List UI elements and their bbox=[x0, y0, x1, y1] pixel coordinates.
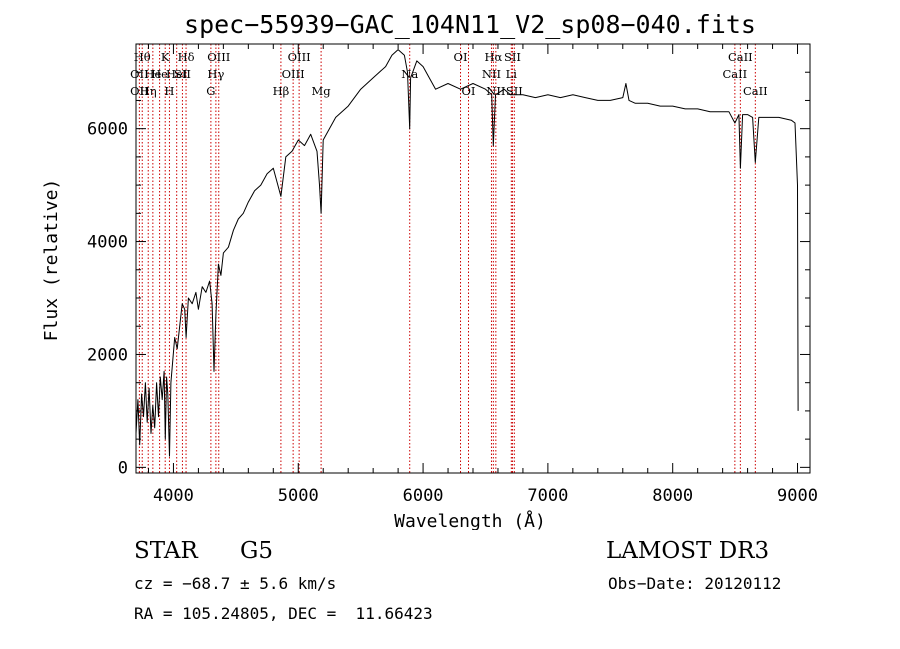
spectrum-line bbox=[135, 49, 799, 457]
line-label: CaII bbox=[728, 50, 753, 64]
series-layer bbox=[135, 49, 799, 457]
survey-name: LAMOST DR3 bbox=[606, 538, 770, 564]
sky-coordinates: RA = 105.24805, DEC = 11.66423 bbox=[134, 604, 433, 623]
line-label: OI bbox=[454, 50, 468, 64]
spectrum-chart: spec−55939−GAC_104N11_V2_sp08−040.fits O… bbox=[41, 10, 818, 530]
line-label: OIII bbox=[207, 50, 230, 64]
object-class: STAR bbox=[134, 538, 198, 564]
x-axis-title: Wavelength (Å) bbox=[394, 510, 546, 530]
line-label: Hη bbox=[140, 84, 157, 98]
x-tick-label: 9000 bbox=[777, 486, 818, 506]
y-tick-label: 4000 bbox=[87, 233, 128, 253]
line-label: He bbox=[151, 67, 168, 81]
redshift-velocity: cz = −68.7 ± 5.6 km/s bbox=[134, 574, 337, 593]
line-label: NII bbox=[482, 67, 501, 81]
emission-line-labels: OIIOIIHθHηHeHeKHHeISIIHδGHγOIIIHβOIIIOII… bbox=[130, 50, 768, 98]
y-tick-label: 2000 bbox=[87, 345, 128, 365]
line-label: CaII bbox=[743, 84, 768, 98]
x-tick-label: 5000 bbox=[278, 486, 319, 506]
plot-frame bbox=[135, 43, 811, 474]
line-label: SII bbox=[174, 67, 191, 81]
line-label: G bbox=[206, 84, 215, 98]
line-label: OI bbox=[462, 84, 476, 98]
line-label: CaII bbox=[722, 67, 747, 81]
line-label: Li bbox=[506, 67, 518, 81]
line-label: OII bbox=[130, 67, 149, 81]
line-label: OIII bbox=[288, 50, 311, 64]
line-label: OII bbox=[130, 84, 149, 98]
line-label: He bbox=[144, 67, 161, 81]
line-label: Hβ bbox=[273, 84, 290, 98]
line-label: H bbox=[164, 84, 174, 98]
line-label: Hγ bbox=[207, 67, 224, 81]
line-label: SII bbox=[504, 50, 521, 64]
object-subclass: G5 bbox=[240, 538, 274, 564]
chart-title: spec−55939−GAC_104N11_V2_sp08−040.fits bbox=[184, 10, 756, 39]
x-tick-label: 7000 bbox=[527, 486, 568, 506]
line-label: Hθ bbox=[134, 50, 151, 64]
emission-line-markers bbox=[138, 44, 756, 473]
line-label: Mg bbox=[312, 84, 332, 98]
y-axis-title: Flux (relative) bbox=[41, 179, 62, 342]
line-label: K bbox=[161, 50, 170, 64]
line-label: SII bbox=[506, 84, 523, 98]
x-tick-label: 6000 bbox=[403, 486, 444, 506]
line-label: Hα bbox=[484, 50, 502, 64]
x-tick-label: 4000 bbox=[153, 486, 194, 506]
line-label: Na bbox=[401, 67, 418, 81]
y-tick-label: 6000 bbox=[87, 120, 128, 140]
x-axis-tick-labels: 4000 5000 6000 7000 8000 9000 bbox=[153, 486, 818, 506]
line-label: OIII bbox=[282, 67, 305, 81]
line-label: Hδ bbox=[178, 50, 195, 64]
line-label: HeI bbox=[166, 67, 187, 81]
y-tick-label: 0 bbox=[118, 458, 128, 478]
observation-date: Obs−Date: 20120112 bbox=[608, 574, 782, 593]
y-axis-tick-labels: 0 2000 4000 6000 bbox=[87, 120, 128, 479]
axis-ticks bbox=[136, 43, 810, 473]
x-tick-label: 8000 bbox=[652, 486, 693, 506]
